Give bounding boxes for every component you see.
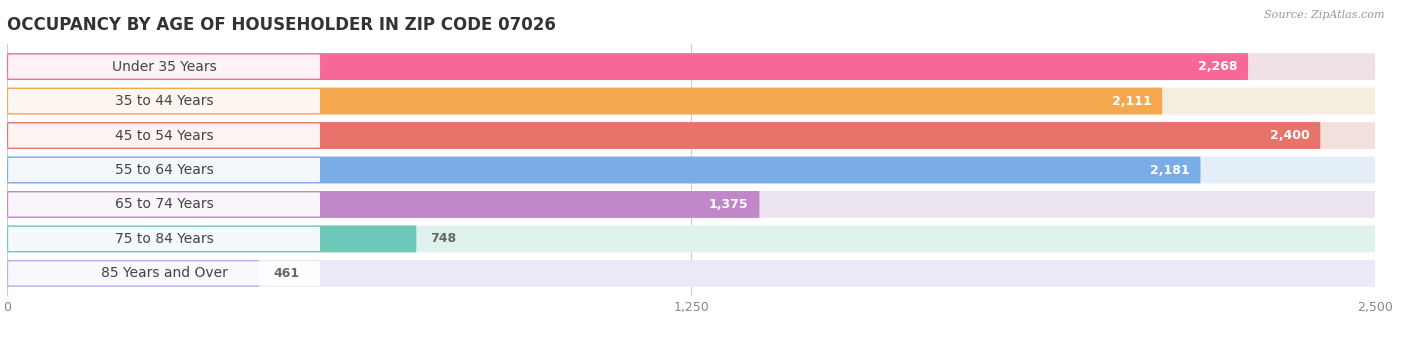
- FancyBboxPatch shape: [7, 53, 1249, 80]
- Text: 75 to 84 Years: 75 to 84 Years: [115, 232, 214, 246]
- Text: 35 to 44 Years: 35 to 44 Years: [115, 94, 214, 108]
- FancyBboxPatch shape: [7, 225, 416, 252]
- FancyBboxPatch shape: [7, 191, 1375, 218]
- Text: OCCUPANCY BY AGE OF HOUSEHOLDER IN ZIP CODE 07026: OCCUPANCY BY AGE OF HOUSEHOLDER IN ZIP C…: [7, 16, 555, 34]
- FancyBboxPatch shape: [8, 89, 321, 113]
- FancyBboxPatch shape: [7, 88, 1163, 115]
- Text: 461: 461: [273, 267, 299, 280]
- Text: 2,400: 2,400: [1270, 129, 1309, 142]
- FancyBboxPatch shape: [8, 54, 321, 79]
- Text: 55 to 64 Years: 55 to 64 Years: [115, 163, 214, 177]
- FancyBboxPatch shape: [7, 156, 1201, 184]
- Text: Source: ZipAtlas.com: Source: ZipAtlas.com: [1264, 10, 1385, 20]
- FancyBboxPatch shape: [7, 191, 759, 218]
- Text: 748: 748: [430, 233, 456, 245]
- FancyBboxPatch shape: [7, 122, 1320, 149]
- FancyBboxPatch shape: [7, 260, 259, 287]
- Text: 2,268: 2,268: [1198, 60, 1237, 73]
- Text: 2,181: 2,181: [1150, 164, 1189, 176]
- FancyBboxPatch shape: [8, 192, 321, 217]
- Text: 85 Years and Over: 85 Years and Over: [101, 267, 228, 280]
- FancyBboxPatch shape: [8, 261, 321, 286]
- FancyBboxPatch shape: [7, 156, 1375, 184]
- Text: 1,375: 1,375: [709, 198, 748, 211]
- FancyBboxPatch shape: [8, 158, 321, 182]
- FancyBboxPatch shape: [7, 53, 1375, 80]
- Text: Under 35 Years: Under 35 Years: [111, 59, 217, 73]
- Text: 45 to 54 Years: 45 to 54 Years: [115, 129, 214, 142]
- FancyBboxPatch shape: [7, 225, 1375, 252]
- FancyBboxPatch shape: [8, 227, 321, 251]
- FancyBboxPatch shape: [7, 122, 1375, 149]
- FancyBboxPatch shape: [8, 123, 321, 148]
- Text: 2,111: 2,111: [1112, 95, 1152, 107]
- Text: 65 to 74 Years: 65 to 74 Years: [115, 198, 214, 211]
- FancyBboxPatch shape: [7, 260, 1375, 287]
- FancyBboxPatch shape: [7, 88, 1375, 115]
